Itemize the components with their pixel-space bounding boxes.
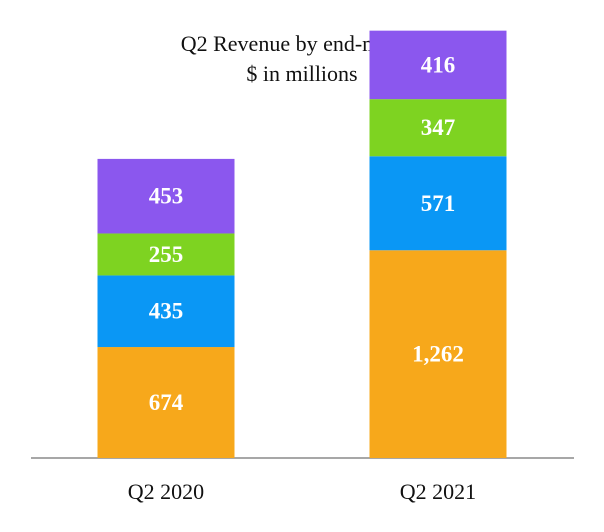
x-tick-label-0: Q2 2020 bbox=[128, 479, 204, 504]
bar-segment-1-3 bbox=[369, 30, 507, 100]
x-tick-label-1: Q2 2021 bbox=[400, 479, 476, 504]
bar-segment-0-0 bbox=[97, 347, 235, 458]
data-label-0-1: 435 bbox=[149, 299, 184, 324]
bar-segment-1-2 bbox=[369, 99, 507, 157]
data-label-0-3: 453 bbox=[149, 184, 184, 209]
data-label-1-3: 416 bbox=[421, 52, 456, 77]
data-label-0-0: 674 bbox=[149, 390, 184, 415]
data-label-1-2: 347 bbox=[421, 115, 456, 140]
bar-segment-1-1 bbox=[369, 156, 507, 251]
bar-segment-0-1 bbox=[97, 275, 235, 348]
bar-segment-1-0 bbox=[369, 250, 507, 458]
data-label-1-1: 571 bbox=[421, 191, 456, 216]
data-label-1-0: 1,262 bbox=[412, 342, 464, 367]
data-label-0-2: 255 bbox=[149, 242, 184, 267]
bar-segment-0-2 bbox=[97, 233, 235, 276]
chart-subtitle: $ in millions bbox=[246, 61, 358, 86]
bar-segment-0-3 bbox=[97, 158, 235, 234]
